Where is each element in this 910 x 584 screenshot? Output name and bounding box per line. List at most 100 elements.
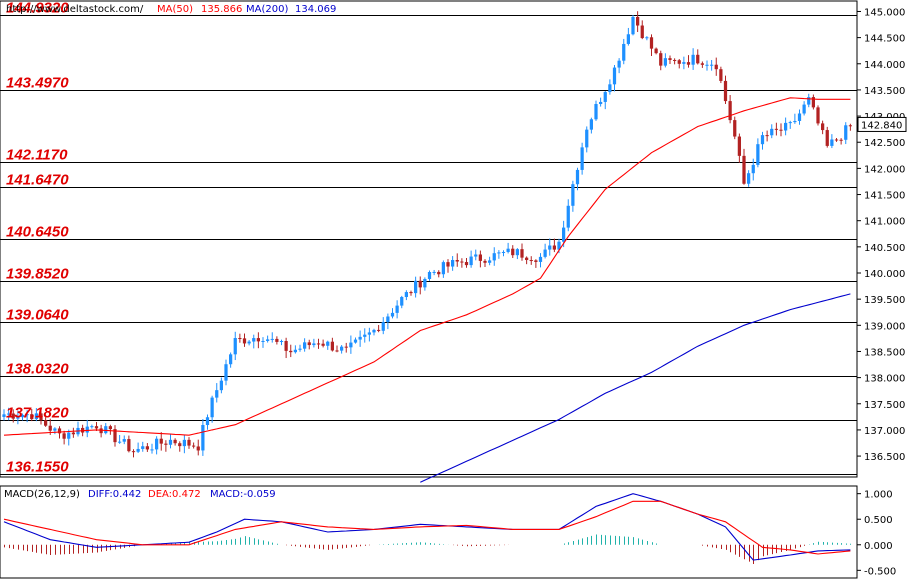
candle (367, 327, 371, 342)
price-tick-label-0: 145.000 (864, 7, 905, 18)
candle (571, 180, 575, 212)
candle (168, 433, 173, 449)
candle (506, 242, 510, 254)
candle (566, 199, 570, 232)
price-tick-label-11: 139.500 (864, 295, 905, 306)
candle (654, 47, 658, 55)
candle (599, 97, 603, 107)
candle (585, 126, 589, 153)
candle (631, 15, 635, 36)
candle (548, 238, 552, 256)
candle (580, 142, 584, 175)
candle (53, 427, 57, 435)
candle (423, 277, 427, 291)
price-tick-label-7: 141.500 (864, 191, 905, 202)
candle (284, 337, 288, 359)
candle (340, 345, 344, 354)
candle (275, 336, 279, 345)
candle (247, 339, 251, 346)
candle (839, 138, 843, 145)
candle (150, 443, 154, 454)
candle (136, 442, 140, 454)
macd-dea-line (3, 500, 851, 555)
level-label-6: 139.0640 (6, 307, 69, 324)
candle (330, 337, 334, 352)
ma50-value: 135.866 (201, 4, 242, 15)
candle (192, 442, 196, 449)
level-label-2: 142.1170 (6, 147, 68, 164)
candle (418, 276, 422, 295)
candle (353, 337, 358, 344)
candle (830, 134, 834, 149)
candle (594, 100, 598, 121)
candle (414, 276, 418, 298)
candle (617, 58, 621, 74)
candle (733, 116, 737, 140)
candle (404, 290, 408, 301)
candle (145, 443, 149, 452)
candle (71, 427, 75, 438)
candle (765, 130, 769, 142)
ma200-value: 134.069 (295, 4, 336, 15)
candle (728, 95, 732, 124)
candle (141, 441, 145, 452)
candle (710, 60, 714, 71)
candle (224, 359, 228, 386)
candle (293, 345, 297, 354)
candle (270, 332, 274, 343)
candle (515, 248, 519, 260)
price-axis: 145.000144.500144.000143.500143.000142.5… (857, 7, 907, 463)
candle (816, 105, 820, 126)
ma50-line (3, 97, 851, 436)
candle (113, 425, 117, 447)
candle (307, 339, 311, 350)
candle (16, 410, 20, 425)
candle (821, 120, 825, 135)
level-label-5: 139.8520 (6, 266, 69, 283)
candle (99, 424, 103, 438)
candle (612, 65, 617, 92)
candle (747, 170, 751, 187)
level-label-8: 137.1820 (6, 405, 69, 422)
candle (834, 137, 839, 142)
candle (464, 258, 469, 268)
candle (289, 344, 293, 358)
candle (11, 409, 15, 423)
candle (252, 334, 256, 349)
candle (372, 328, 376, 336)
price-tick-label-8: 141.000 (864, 217, 905, 228)
candle (363, 328, 367, 343)
candle (409, 290, 413, 296)
candle (233, 331, 237, 361)
candle (677, 58, 681, 69)
candle (25, 410, 29, 423)
candle (201, 419, 205, 456)
candle (395, 300, 399, 319)
candle (848, 123, 852, 131)
candle (210, 395, 214, 423)
candle (377, 325, 381, 333)
candle (451, 256, 455, 271)
price-tick-label-9: 140.500 (864, 243, 905, 254)
candle (645, 36, 649, 41)
candle (349, 335, 353, 354)
candle (118, 434, 122, 444)
candle (238, 333, 242, 343)
candle (696, 49, 700, 65)
candle (469, 250, 473, 268)
candle (705, 60, 709, 71)
level-label-3: 141.6470 (6, 172, 69, 189)
macd-value-label: MACD:-0.059 (210, 489, 276, 500)
candle (723, 75, 728, 104)
candle (164, 440, 168, 452)
candle (30, 408, 34, 422)
candle (321, 339, 325, 348)
candle (770, 124, 774, 139)
candle (511, 245, 515, 259)
candle (603, 90, 607, 110)
candle (386, 313, 390, 330)
price-tick-label-16: 137.000 (864, 426, 905, 437)
macd-tick-label-2: 0.000 (864, 541, 893, 552)
candle (807, 93, 811, 108)
